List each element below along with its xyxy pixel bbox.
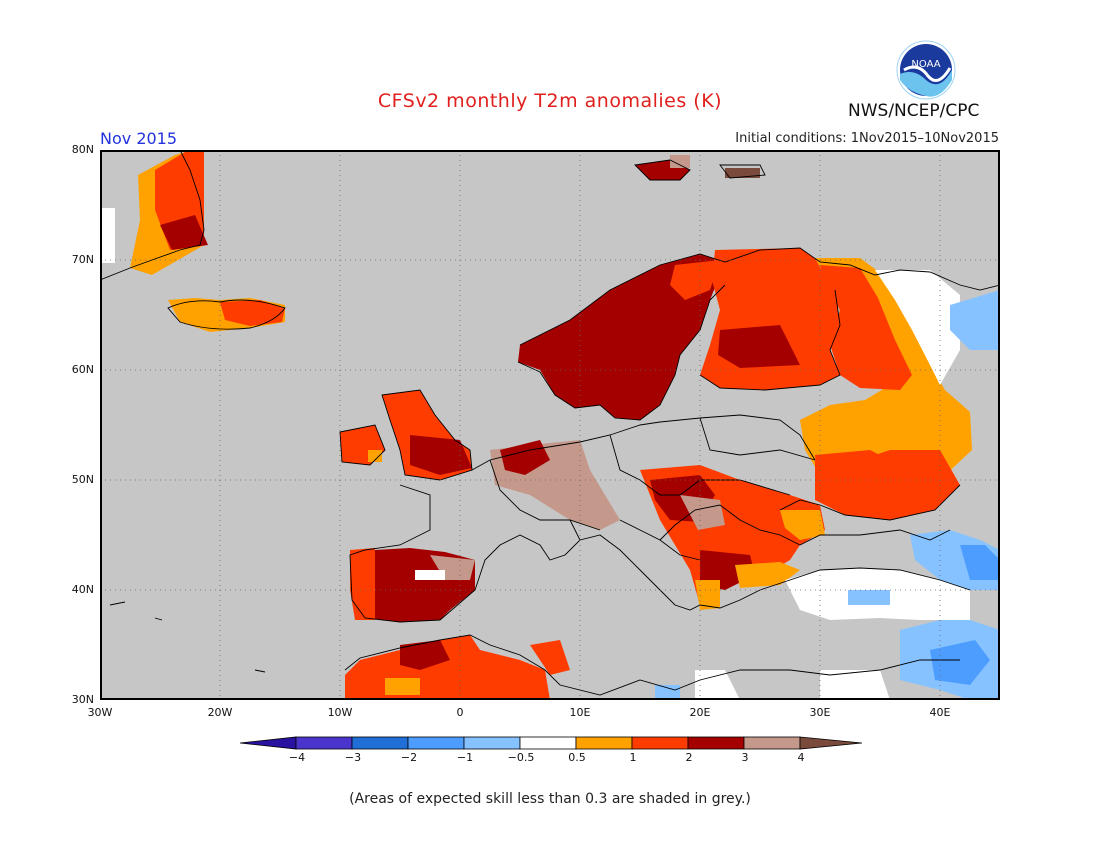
coastlines	[100, 150, 1000, 696]
lon-label-20e: 20E	[689, 706, 711, 719]
colorbar-cell	[295, 736, 353, 750]
colorbar-label-3: 3	[741, 751, 749, 764]
lon-label-30e: 30E	[809, 706, 831, 719]
patch-finland-russia	[700, 248, 840, 390]
lat-label-80n: 80N	[71, 143, 94, 156]
anomaly-map	[100, 150, 1000, 700]
colorbar-label-m2: −2	[400, 751, 418, 764]
colorbar-label-m4: −4	[288, 751, 306, 764]
forecast-month: Nov 2015	[100, 129, 178, 148]
lat-label-60n: 60N	[71, 363, 94, 376]
colorbar-cell	[687, 736, 745, 750]
patch-ukraine	[815, 450, 960, 520]
map-frame	[100, 150, 1000, 700]
lon-label-40e: 40E	[929, 706, 951, 719]
colorbar-cell	[463, 736, 521, 750]
lon-label-20w: 20W	[207, 706, 233, 719]
colorbar-cell	[631, 736, 689, 750]
lat-label-50n: 50N	[71, 473, 94, 486]
colorbar-cell	[575, 736, 633, 750]
colorbar	[240, 736, 862, 750]
lat-label-70n: 70N	[71, 253, 94, 266]
initial-conditions: Initial conditions: 1Nov2015–10Nov2015	[735, 131, 999, 146]
colorbar-label-4: 4	[797, 751, 805, 764]
gridlines	[100, 150, 1000, 700]
lat-label-30n: 30N	[71, 693, 94, 706]
colorbar-label-m3: −3	[344, 751, 362, 764]
colorbar-label-05: 0.5	[568, 751, 586, 764]
anomaly-patches	[100, 150, 1000, 700]
colorbar-arrow-low	[240, 736, 297, 750]
colorbar-cell	[351, 736, 409, 750]
colorbar-arrow-high	[799, 736, 862, 750]
colorbar-label-m05: −0.5	[507, 751, 535, 764]
colorbar-cell	[743, 736, 801, 750]
lon-label-10e: 10E	[569, 706, 591, 719]
colorbar-cell	[519, 736, 577, 750]
lon-label-30w: 30W	[87, 706, 113, 719]
skill-footnote: (Areas of expected skill less than 0.3 a…	[349, 791, 751, 807]
colorbar-label-2: 2	[685, 751, 693, 764]
colorbar-label-m1: −1	[456, 751, 474, 764]
logo-text: NOAA	[911, 59, 940, 70]
lat-label-40n: 40N	[71, 583, 94, 596]
colorbar-cell	[407, 736, 465, 750]
colorbar-label-1: 1	[629, 751, 637, 764]
chart-title: CFSv2 monthly T2m anomalies (K)	[377, 90, 723, 112]
noaa-logo: NOAA	[896, 40, 956, 100]
agency-label: NWS/NCEP/CPC	[848, 101, 980, 121]
lon-label-10w: 10W	[327, 706, 353, 719]
lon-label-0: 0	[456, 706, 464, 719]
